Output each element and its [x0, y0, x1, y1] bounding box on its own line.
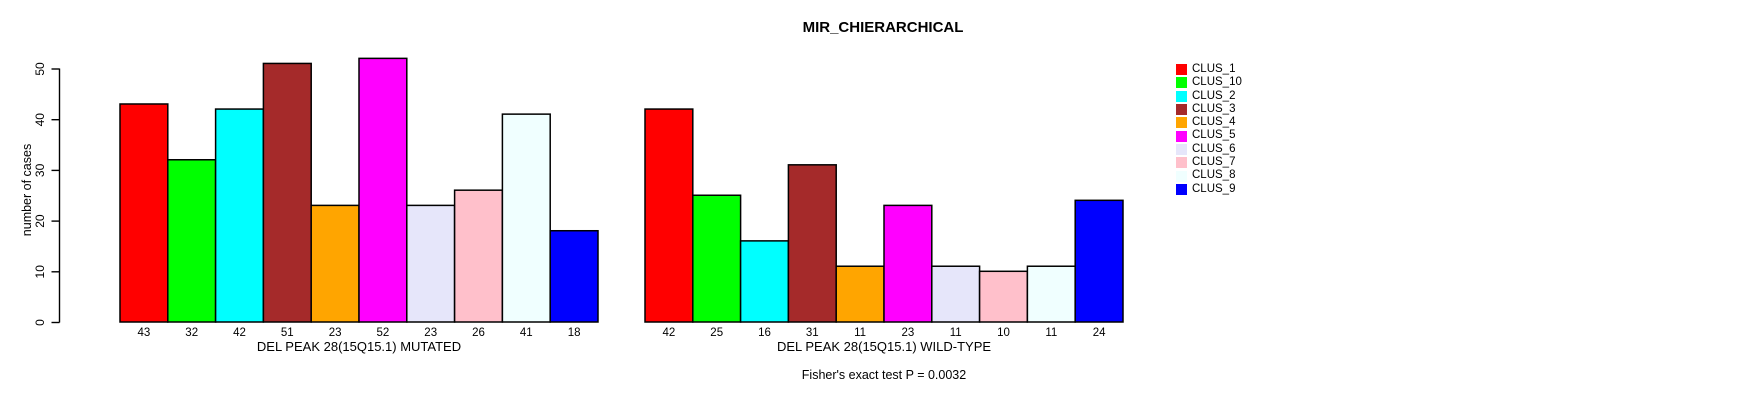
bar-value-label: 41	[520, 327, 533, 339]
bar-clus_2-group1	[739, 240, 790, 323]
y-axis-tick-label: 30	[33, 163, 47, 177]
bar-clus_6-group1	[931, 265, 981, 323]
chart-title: MIR_CHIERARCHICAL	[802, 19, 964, 36]
x-axis-label-mutated: DEL PEAK 28(15Q15.1) MUTATED	[256, 339, 462, 354]
bar-value-label: 42	[233, 327, 246, 339]
bar-clus_10-group1	[692, 194, 742, 323]
bar-value-label: 16	[758, 327, 771, 339]
bar-clus_7-group0	[453, 189, 504, 323]
bar-clus_4-group0	[310, 204, 360, 323]
legend-item-clus_1: CLUS_1	[1176, 63, 1242, 76]
bar-clus_8-group0	[501, 113, 551, 323]
bar-value-label: 18	[568, 327, 581, 339]
bar-value-label: 23	[329, 327, 342, 339]
legend-swatch	[1176, 90, 1187, 102]
legend-item-clus_8: CLUS_8	[1176, 169, 1242, 182]
bar-value-label: 24	[1093, 327, 1106, 339]
bar-value-label: 42	[663, 327, 676, 339]
legend-swatch	[1176, 117, 1187, 129]
bar-value-label: 25	[710, 327, 723, 339]
legend-label: CLUS_6	[1192, 142, 1236, 155]
legend-label: CLUS_8	[1192, 169, 1236, 182]
bar-value-label: 10	[997, 327, 1010, 339]
bar-value-label: 11	[950, 327, 962, 339]
legend-label: CLUS_2	[1192, 89, 1236, 102]
y-axis-tick-label: 0	[33, 319, 47, 326]
bar-value-label: 52	[377, 327, 390, 339]
y-axis-tick-label: 50	[33, 62, 47, 76]
legend-item-clus_9: CLUS_9	[1176, 183, 1242, 196]
legend-item-clus_4: CLUS_4	[1176, 116, 1242, 129]
bar-value-label: 11	[854, 327, 866, 339]
legend-swatch	[1176, 130, 1187, 142]
bar-value-label: 43	[138, 327, 151, 339]
bar-clus_8-group1	[1026, 265, 1076, 323]
bar-clus_4-group1	[835, 265, 885, 323]
legend-label: CLUS_5	[1192, 129, 1236, 142]
legend-label: CLUS_10	[1192, 76, 1242, 89]
fisher-test-caption: Fisher's exact test P = 0.0032	[801, 368, 967, 382]
bar-clus_9-group0	[549, 229, 599, 323]
bar-value-label: 23	[424, 327, 437, 339]
bar-clus_3-group1	[787, 164, 837, 323]
legend-swatch	[1176, 143, 1187, 155]
legend-item-clus_7: CLUS_7	[1176, 156, 1242, 169]
legend-label: CLUS_1	[1192, 63, 1236, 75]
legend-label: CLUS_9	[1192, 182, 1236, 195]
legend-item-clus_5: CLUS_5	[1176, 129, 1242, 142]
legend-swatch	[1176, 64, 1187, 76]
legend-item-clus_2: CLUS_2	[1176, 90, 1242, 103]
x-axis-label-wildtype: DEL PEAK 28(15Q15.1) WILD-TYPE	[776, 339, 992, 354]
legend-swatch	[1176, 183, 1187, 195]
legend-swatch	[1176, 77, 1187, 89]
bar-value-label: 32	[185, 327, 198, 339]
bar-clus_9-group1	[1074, 199, 1124, 323]
bar-clus_5-group0	[358, 57, 408, 323]
bar-clus_1-group1	[644, 108, 694, 323]
legend-label: CLUS_7	[1192, 156, 1236, 169]
bar-clus_1-group0	[119, 103, 169, 323]
legend-item-clus_3: CLUS_3	[1176, 103, 1242, 116]
bar-value-label: 26	[472, 327, 485, 339]
y-axis-tick-label: 10	[33, 265, 47, 279]
bar-value-label: 23	[902, 327, 915, 339]
bar-value-label: 51	[281, 327, 294, 339]
legend-item-clus_10: CLUS_10	[1176, 76, 1242, 89]
legend-swatch	[1176, 170, 1187, 182]
legend-label: CLUS_4	[1192, 116, 1236, 129]
bar-value-label: 31	[806, 327, 819, 339]
bar-clus_10-group0	[167, 159, 217, 323]
legend-label: CLUS_3	[1192, 102, 1236, 115]
legend-swatch	[1176, 104, 1187, 116]
legend: CLUS_1 CLUS_10 CLUS_2 CLUS_3 CLUS_4 CLUS_5 CLU…	[1176, 63, 1242, 196]
y-axis-tick-label: 40	[33, 113, 47, 127]
bar-clus_6-group0	[406, 204, 456, 323]
bar-clus_5-group1	[883, 204, 933, 323]
legend-swatch	[1176, 157, 1187, 169]
bar-value-label: 11	[1045, 327, 1057, 339]
y-axis-tick-label: 20	[33, 214, 47, 228]
legend-item-clus_6: CLUS_6	[1176, 143, 1242, 156]
bar-clus_3-group0	[262, 62, 312, 323]
bar-clus_2-group0	[214, 108, 265, 323]
bar-clus_7-group1	[978, 270, 1029, 323]
